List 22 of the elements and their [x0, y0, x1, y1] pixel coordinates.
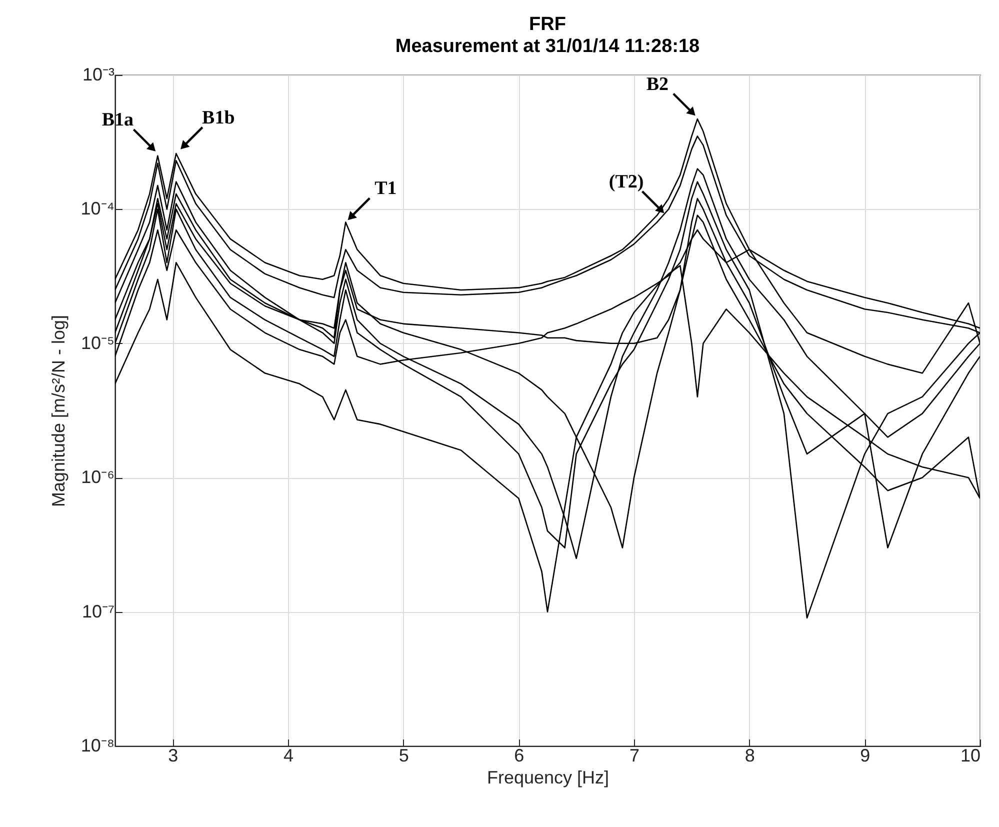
x-tick-label: 7 [629, 746, 640, 766]
chart-subtitle: Measurement at 31/01/14 11:28:18 [395, 36, 700, 57]
x-tick-label: 4 [283, 746, 294, 766]
y-tick-label: 10⁻³ [82, 64, 115, 84]
y-tick-label: 10⁻⁵ [81, 332, 114, 353]
annotation: B2 [646, 74, 669, 95]
y-axis-title: Magnitude [m/s²/N - log] [48, 314, 69, 508]
y-tick-label: 10⁻⁴ [80, 198, 114, 219]
annotation: T1 [374, 178, 397, 200]
x-tick-label: 6 [514, 746, 524, 766]
x-axis-title: Frequency [Hz] [486, 768, 610, 788]
x-tick-label: 10 [960, 746, 980, 766]
annotation: B1b [202, 107, 235, 128]
annotation: (T2) [608, 171, 644, 192]
x-tick-label: 3 [168, 746, 178, 766]
x-tick-label: 8 [744, 746, 755, 766]
x-tick-label: 9 [860, 746, 870, 766]
chart-title: FRF [529, 14, 566, 35]
y-tick-label: 10⁻⁶ [81, 467, 114, 488]
y-tick-label: 10⁻⁸ [80, 736, 114, 756]
x-tick-label: 5 [398, 746, 409, 766]
y-tick-label: 10⁻⁷ [82, 601, 114, 622]
